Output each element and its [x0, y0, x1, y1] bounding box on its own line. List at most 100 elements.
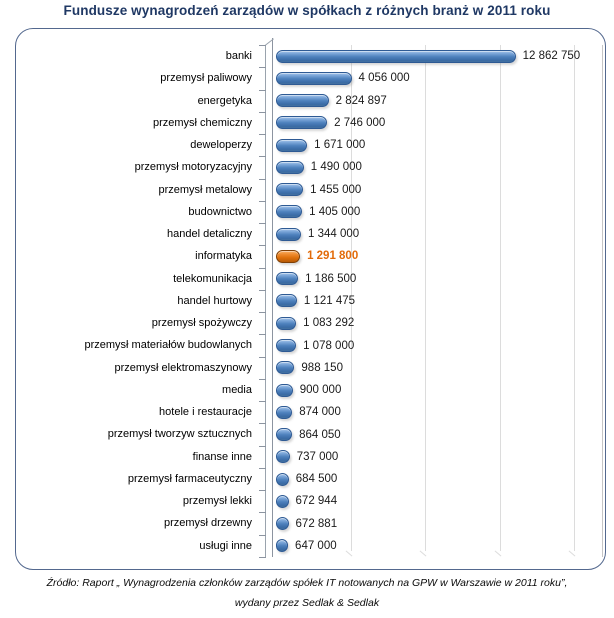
category-label: przemysł spożywczy [151, 317, 252, 330]
bar-row: 1 186 500 [276, 268, 602, 290]
source-note-line2: wydany przez Sedlak & Sedlak [234, 597, 380, 609]
value-label: 2 746 000 [334, 116, 386, 129]
value-label: 1 121 475 [303, 294, 356, 307]
value-label: 1 078 000 [303, 339, 355, 352]
axis-tick [259, 445, 266, 447]
category-label: budownictwo [188, 205, 252, 218]
bar [276, 428, 293, 442]
bar-row: 1 490 000 [276, 156, 602, 178]
value-label: 1 671 000 [314, 139, 366, 152]
bar [276, 71, 352, 85]
bar-row: 1 291 800 [276, 245, 602, 267]
value-label: 1 291 800 [307, 250, 359, 263]
value-label: 1 405 000 [309, 205, 361, 218]
bar-row: 1 344 000 [276, 223, 602, 245]
category-label: telekomunikacja [173, 272, 252, 285]
axis-tick [259, 223, 266, 225]
value-label: 647 000 [295, 539, 337, 552]
axis-tick [259, 401, 266, 403]
category-label: przemysł drzewny [163, 517, 252, 530]
bar-row: 1 121 475 [276, 290, 602, 312]
bar-row: 672 944 [276, 490, 602, 512]
value-label: 1 455 000 [310, 183, 362, 196]
bar-row: 864 050 [276, 423, 602, 445]
bar [276, 49, 516, 63]
bar-row: 1 671 000 [276, 134, 602, 156]
category-label: przemysł motoryzacyjny [134, 161, 252, 174]
axis-tick [259, 534, 266, 536]
bar [276, 272, 299, 286]
category-label: finanse inne [192, 450, 252, 463]
bar [276, 472, 289, 486]
category-label: przemysł chemiczny [152, 116, 252, 129]
axis-tick [259, 490, 266, 492]
bar [276, 450, 290, 464]
bar-row: 4 056 000 [276, 67, 602, 89]
chart-frame: banki przemysł paliwowy energetyka przemysł… [15, 28, 606, 570]
bar-highlighted [276, 249, 301, 263]
axis-tick [259, 289, 266, 291]
axis-tick [259, 89, 266, 91]
value-label: 874 000 [299, 406, 341, 419]
value-label: 988 150 [301, 361, 343, 374]
axis-tick [259, 267, 266, 269]
bar [276, 205, 303, 219]
plot-area: 12 862 750 4 056 000 2 824 897 2 746 000 1 6… [276, 45, 603, 557]
value-label: 672 944 [295, 495, 338, 508]
value-label: 684 500 [295, 473, 338, 486]
value-label: 1 344 000 [308, 228, 360, 241]
category-label: handel detaliczny [166, 228, 252, 241]
value-label: 900 000 [299, 384, 342, 397]
bar-row: 1 455 000 [276, 179, 602, 201]
bar-row: 1 405 000 [276, 201, 602, 223]
axis-tick [259, 467, 266, 469]
axis-tick [259, 200, 266, 202]
value-label: 737 000 [296, 450, 339, 463]
axis-tick [259, 45, 266, 46]
bar [276, 227, 302, 241]
gridline [574, 45, 576, 551]
bar-row: 647 000 [276, 535, 602, 557]
category-axis-line [272, 38, 273, 557]
category-label: energetyka [197, 94, 252, 107]
axis-tick [259, 312, 266, 314]
bar-row: 988 150 [276, 357, 602, 379]
category-label: przemysł materiałów budowlanych [84, 339, 252, 352]
category-label: przemysł lekki [182, 495, 252, 508]
axis-tick [259, 111, 266, 113]
bar [276, 138, 308, 152]
bar-row: 737 000 [276, 446, 602, 468]
category-label: informatyka [195, 250, 252, 263]
axis-tick [259, 67, 266, 69]
category-label: deweloperzy [190, 139, 252, 152]
axis-tick [259, 356, 266, 358]
category-label: handel hurtowy [177, 294, 252, 307]
value-label: 672 881 [295, 517, 338, 530]
axis-tick [259, 178, 266, 180]
bar [276, 339, 297, 352]
source-note: Źródło: Raport „ Wynagrodzenia członków … [0, 573, 614, 613]
value-label: 2 824 897 [335, 94, 387, 107]
axis-3d-wall-edge [265, 45, 266, 557]
bar [276, 361, 295, 375]
axis-tick [259, 557, 266, 558]
bar [276, 316, 297, 330]
value-label: 1 186 500 [305, 272, 357, 285]
axis-tick [259, 512, 266, 514]
bar-row: 1 083 292 [276, 312, 602, 334]
source-note-line1: Źródło: Raport „ Wynagrodzenia członków … [46, 577, 568, 589]
bar-row: 12 862 750 [276, 45, 602, 67]
gridline [499, 45, 501, 551]
value-label: 864 050 [299, 428, 341, 441]
bar [276, 383, 293, 397]
category-label: przemysł paliwowy [160, 72, 252, 85]
category-label: banki [225, 50, 252, 62]
bar-row: 1 078 000 [276, 334, 602, 356]
bar [276, 116, 328, 130]
bar-row: 874 000 [276, 401, 602, 423]
category-label: hotele i restauracje [159, 406, 252, 419]
category-label: media [222, 383, 252, 396]
bar-row: 2 746 000 [276, 112, 602, 134]
bar [276, 160, 304, 174]
